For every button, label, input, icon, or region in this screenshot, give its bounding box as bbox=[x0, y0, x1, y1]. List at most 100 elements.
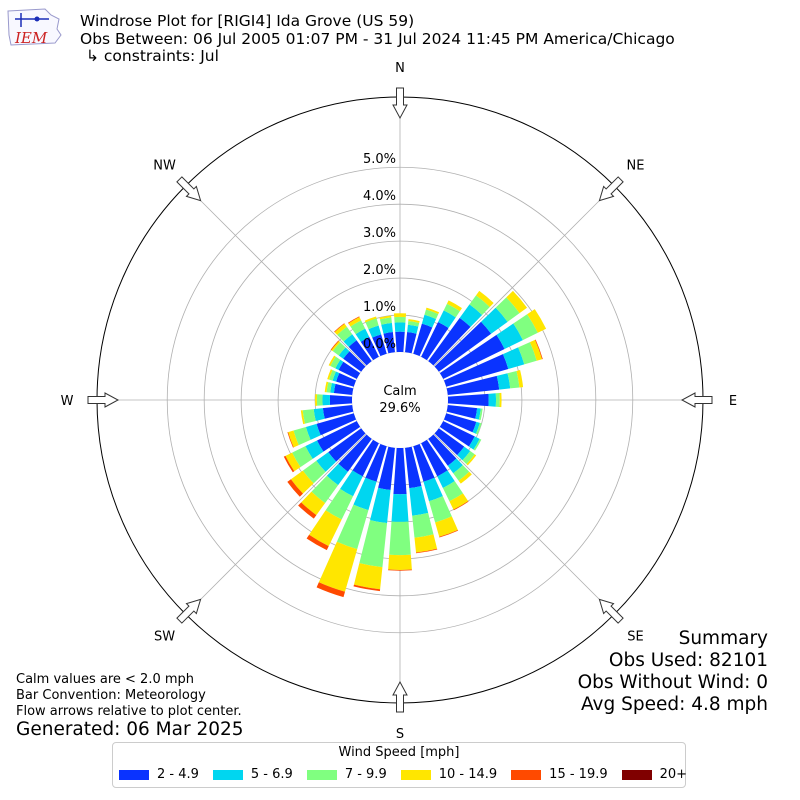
windrose-bar-segment bbox=[394, 316, 406, 323]
windrose-bar-segment bbox=[365, 443, 387, 482]
chart-notes: Calm values are < 2.0 mph Bar Convention… bbox=[16, 672, 242, 720]
radial-tick-label: 4.0% bbox=[363, 189, 396, 204]
summary-obs-without-wind: Obs Without Wind: 0 bbox=[577, 672, 768, 693]
windrose-bar-segment bbox=[302, 460, 326, 484]
windrose-bar-segment bbox=[352, 439, 379, 477]
windrose-bar-segment bbox=[429, 496, 452, 523]
windrose-bar-segment bbox=[446, 405, 478, 419]
radial-tick-label: 1.0% bbox=[363, 300, 396, 315]
windrose-bar-segment bbox=[434, 321, 492, 372]
direction-labels: N NE E SE S SW W NW bbox=[61, 61, 738, 742]
windrose-bar-segment bbox=[516, 370, 524, 388]
direction-label: SW bbox=[154, 629, 175, 644]
note-calm: Calm values are < 2.0 mph bbox=[16, 672, 195, 687]
grid-spoke bbox=[433, 185, 615, 367]
note-flow-arrows: Flow arrows relative to plot center. bbox=[16, 704, 242, 719]
radial-tick-label: 5.0% bbox=[363, 152, 396, 167]
legend-label: 20+ bbox=[659, 767, 688, 782]
legend-label: 7 - 9.9 bbox=[344, 767, 387, 782]
windrose-bar-segment bbox=[364, 316, 377, 323]
windrose-bar-segment bbox=[283, 455, 295, 473]
windrose-bar-segment bbox=[453, 465, 470, 481]
note-bar-convention: Bar Convention: Meteorology bbox=[16, 688, 206, 703]
windrose-bar-segment bbox=[439, 421, 475, 447]
windrose-bar-segment bbox=[466, 454, 477, 466]
windrose-bar-segment bbox=[298, 502, 317, 519]
windrose-bar-segment bbox=[394, 322, 406, 332]
windrose-bar-segment bbox=[513, 314, 538, 341]
windrose-bar-segment bbox=[535, 339, 543, 360]
observation-period: Obs Between: 06 Jul 2005 01:07 PM - 31 J… bbox=[80, 30, 675, 48]
windrose-bar-segment bbox=[459, 304, 483, 327]
windrose-bar-segment bbox=[405, 332, 417, 354]
windrose-bar-segment bbox=[496, 373, 511, 390]
constraints-text: ↳ constraints: Jul bbox=[86, 47, 219, 65]
windrose-bar-segment bbox=[393, 313, 407, 318]
windrose-bar-segment bbox=[343, 351, 366, 372]
radial-tick-label: 2.0% bbox=[363, 263, 396, 278]
legend-title: Wind Speed [mph] bbox=[338, 745, 460, 760]
windrose-bar-segment bbox=[468, 436, 480, 450]
summary-avg-speed: Avg Speed: 4.8 mph bbox=[580, 694, 768, 715]
direction-label: N bbox=[395, 61, 405, 76]
calm-label: Calm bbox=[383, 384, 416, 399]
windrose-bar-segment bbox=[327, 369, 333, 380]
windrose-bar-segment bbox=[408, 319, 420, 323]
windrose-bar-segment bbox=[332, 342, 346, 356]
direction-arrow-icon bbox=[176, 176, 202, 202]
windrose-bar-segment bbox=[348, 340, 372, 366]
windrose-bar-segment bbox=[309, 510, 342, 547]
direction-arrow-icon bbox=[598, 176, 624, 202]
windrose-bar-segment bbox=[438, 310, 456, 329]
windrose-bar-segment bbox=[423, 477, 443, 502]
windrose-bar-segment bbox=[379, 315, 392, 320]
windrose-bar-segment bbox=[334, 323, 345, 333]
windrose-bar-segment bbox=[316, 421, 361, 452]
windrose-bar-segment bbox=[378, 446, 395, 491]
windrose-bar-segment bbox=[388, 554, 412, 570]
windrose-bar-segment bbox=[442, 481, 464, 502]
page-title: Windrose Plot for [RIGI4] Ida Grove (US … bbox=[80, 12, 415, 30]
windrose-bar-segment bbox=[324, 381, 329, 393]
windrose-bar-segment bbox=[285, 452, 301, 472]
windrose-bar-segment bbox=[353, 584, 381, 592]
windrose-bar-segment bbox=[383, 332, 395, 354]
windrose-bar-segment bbox=[316, 413, 357, 436]
calm-circle bbox=[352, 352, 448, 448]
windrose-bar-segment bbox=[388, 569, 412, 571]
windrose-bar-segment bbox=[405, 446, 422, 489]
windrose-bar-segment bbox=[476, 290, 494, 307]
windrose-bar-segment bbox=[421, 314, 437, 328]
windrose-bar-segment bbox=[506, 290, 528, 314]
windrose-bar-segment bbox=[301, 491, 326, 516]
windrose-bar-segment bbox=[353, 563, 383, 590]
windrose-bar-segment bbox=[381, 322, 393, 334]
windrose-bar-segment bbox=[347, 316, 360, 324]
windrose-bar-segment bbox=[481, 307, 508, 334]
legend-swatch bbox=[400, 769, 431, 780]
windrose-bar-segment bbox=[328, 369, 336, 381]
windrose-bar-segment bbox=[365, 318, 379, 330]
grid-spoke bbox=[185, 185, 367, 367]
windrose-bar-segment bbox=[424, 309, 439, 320]
legend-item: 10 - 14.9 bbox=[400, 767, 497, 782]
windrose-bar-segment bbox=[288, 430, 299, 448]
windrose-bar-segment bbox=[305, 440, 324, 459]
windrose-bar-segment bbox=[453, 501, 469, 511]
windrose-bar-segment bbox=[316, 394, 323, 406]
windrose-bar-segment bbox=[305, 423, 321, 440]
radial-tick-labels: 0.0% 1.0% 2.0% 3.0% 4.0% 5.0% bbox=[363, 152, 396, 352]
direction-arrow-icon bbox=[392, 680, 408, 713]
windrose-bar-segment bbox=[287, 479, 303, 497]
windrose-bar-segment bbox=[446, 300, 462, 312]
radial-tick-label: 3.0% bbox=[363, 226, 396, 241]
windrose-bar-segment bbox=[447, 393, 489, 407]
legend-item: 5 - 6.9 bbox=[212, 767, 293, 782]
windrose-bar-segment bbox=[330, 383, 336, 394]
windrose-bar-segment bbox=[330, 340, 339, 351]
windrose-bar-segment bbox=[333, 383, 354, 395]
legend-swatch bbox=[119, 769, 149, 780]
windrose-bar-segment bbox=[326, 382, 332, 393]
legend-swatch bbox=[621, 769, 652, 780]
windrose-bar-segment bbox=[407, 324, 419, 334]
